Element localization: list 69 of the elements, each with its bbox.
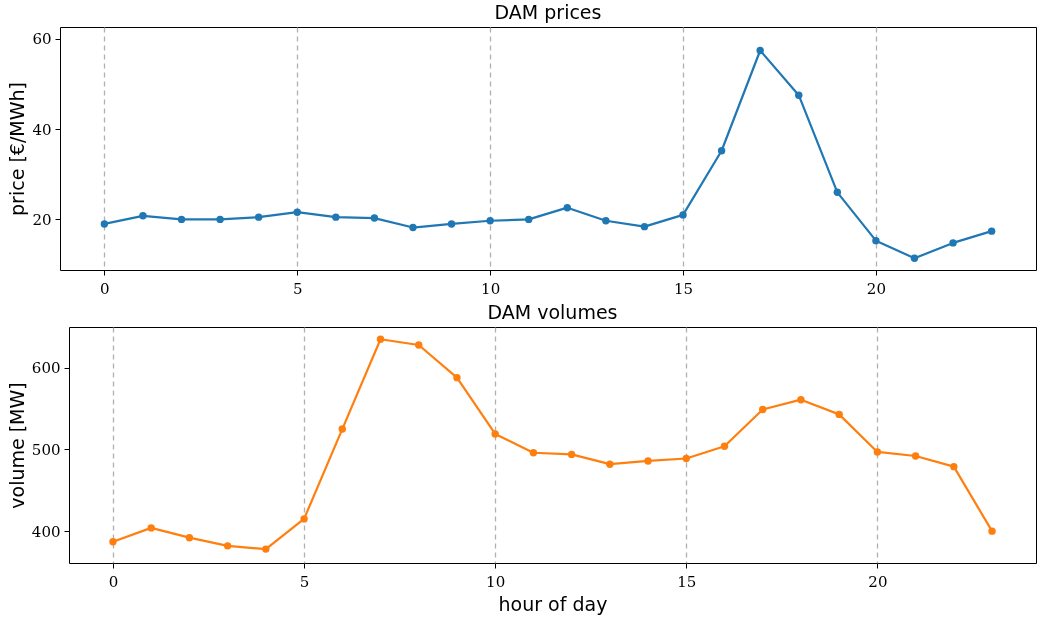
point <box>759 405 767 414</box>
x-tick-label: 10 <box>481 279 501 298</box>
x-tick-label: 5 <box>299 572 310 591</box>
point <box>525 215 533 224</box>
point <box>988 527 996 535</box>
point <box>602 217 610 225</box>
y-tick-label: 400 <box>31 522 61 541</box>
point <box>109 538 117 546</box>
point <box>293 208 301 216</box>
y-tick-label: 500 <box>31 440 61 459</box>
point <box>872 236 880 245</box>
chart-title: DAM volumes <box>487 301 618 323</box>
point <box>100 220 109 228</box>
point <box>682 454 690 463</box>
point <box>447 220 456 228</box>
point <box>567 450 576 459</box>
point <box>720 442 729 450</box>
x-tick-label: 20 <box>866 279 886 298</box>
x-tick-label: 5 <box>292 279 303 298</box>
point <box>376 335 385 343</box>
point <box>797 395 805 404</box>
point <box>606 460 614 468</box>
point <box>254 213 263 221</box>
point <box>223 542 232 550</box>
point <box>949 239 957 247</box>
y-tick-label: 20 <box>32 210 52 229</box>
point <box>640 222 649 231</box>
point <box>177 215 186 224</box>
point <box>453 373 461 382</box>
point <box>338 425 346 433</box>
point <box>873 448 882 456</box>
point <box>370 214 379 222</box>
x-tick-label: 20 <box>868 572 888 591</box>
point <box>262 545 270 553</box>
point <box>216 215 224 224</box>
y-tick-label: 40 <box>32 120 52 139</box>
point <box>491 430 499 438</box>
x-tick-label: 0 <box>100 279 110 298</box>
point <box>185 533 194 542</box>
x-tick-label: 0 <box>108 572 119 591</box>
point <box>950 462 958 471</box>
y-axis-title: volume [MW] <box>5 382 28 509</box>
point <box>332 213 340 221</box>
y-tick-label: 60 <box>32 30 52 49</box>
point <box>409 223 417 232</box>
point <box>835 410 843 419</box>
y-axis-title: price [€/MWh] <box>6 82 29 216</box>
chart-title: DAM prices <box>494 1 602 23</box>
point <box>139 212 147 220</box>
x-axis-title: hour of day <box>498 592 608 615</box>
point <box>910 254 919 262</box>
point <box>563 203 571 212</box>
point <box>795 91 803 99</box>
point <box>717 147 726 155</box>
x-tick-label: 15 <box>673 279 694 298</box>
y-tick-label: 600 <box>31 359 61 378</box>
point <box>756 46 764 55</box>
x-tick-label: 10 <box>486 572 506 591</box>
point <box>300 515 308 523</box>
point <box>644 457 652 465</box>
point <box>911 452 920 460</box>
point <box>486 217 494 225</box>
point <box>147 524 155 532</box>
point <box>415 341 423 349</box>
point <box>987 227 996 235</box>
point <box>833 188 842 197</box>
point <box>529 449 538 457</box>
x-tick-label: 15 <box>677 572 697 591</box>
point <box>679 211 687 219</box>
